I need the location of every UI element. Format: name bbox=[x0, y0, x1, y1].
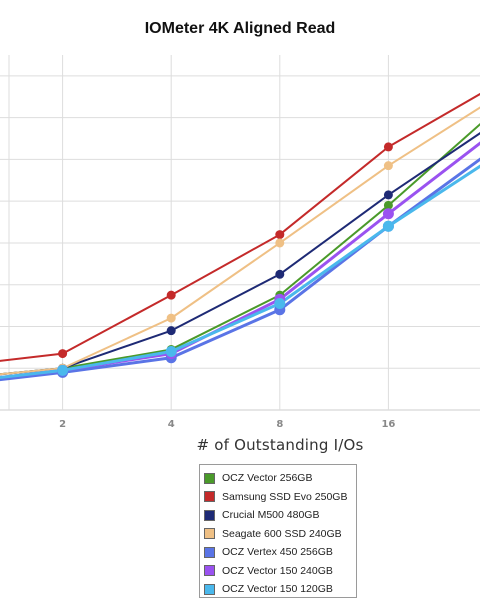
series-line bbox=[0, 92, 480, 362]
data-point bbox=[275, 230, 285, 240]
legend-item: Samsung SSD Evo 250GB bbox=[204, 488, 356, 507]
legend-item: Crucial M500 480GB bbox=[204, 506, 356, 525]
legend: OCZ Vector 256GB Samsung SSD Evo 250GB Cru… bbox=[199, 464, 357, 598]
legend-label: OCZ Vector 256GB bbox=[222, 472, 313, 485]
legend-item: OCZ Vector 256GB bbox=[204, 469, 356, 488]
series-line bbox=[0, 132, 480, 376]
data-point bbox=[57, 364, 69, 376]
chart-title: IOMeter 4K Aligned Read bbox=[144, 20, 336, 37]
legend-label: OCZ Vector 150 120GB bbox=[222, 583, 333, 596]
legend-swatch bbox=[204, 472, 215, 484]
legend-label: Crucial M500 480GB bbox=[222, 509, 320, 522]
legend-swatch bbox=[204, 565, 215, 577]
data-point bbox=[166, 326, 176, 336]
data-point bbox=[274, 298, 286, 309]
x-tick-label: 16 bbox=[381, 419, 395, 430]
data-point bbox=[275, 238, 285, 248]
legend-item: Seagate 600 SSD 240GB bbox=[204, 525, 356, 544]
marker-layer bbox=[57, 142, 394, 378]
legend-swatch bbox=[204, 491, 215, 503]
tick-layer: 2 4 8 16 bbox=[59, 419, 395, 430]
series-line bbox=[0, 122, 480, 376]
legend-label: Samsung SSD Evo 250GB bbox=[222, 490, 348, 503]
x-tick-label: 2 bbox=[59, 419, 66, 430]
x-tick-label: 4 bbox=[168, 419, 175, 430]
data-point bbox=[382, 208, 394, 220]
legend-swatch bbox=[204, 528, 215, 540]
legend-swatch bbox=[204, 583, 215, 595]
x-axis-title: # of Outstanding I/Os bbox=[196, 436, 364, 454]
data-point bbox=[383, 161, 393, 171]
legend-label: OCZ Vertex 450 256GB bbox=[222, 546, 333, 559]
legend-item: OCZ Vector 150 240GB bbox=[204, 562, 356, 581]
data-point bbox=[275, 269, 285, 279]
data-point bbox=[383, 190, 393, 200]
x-tick-label: 8 bbox=[276, 419, 283, 430]
data-point bbox=[166, 290, 176, 300]
data-point bbox=[383, 200, 393, 210]
legend-label: OCZ Vector 150 240GB bbox=[222, 564, 333, 577]
legend-item: OCZ Vector 150 120GB bbox=[204, 580, 356, 599]
data-point bbox=[58, 349, 68, 359]
data-point bbox=[383, 142, 393, 152]
data-point bbox=[382, 220, 394, 232]
legend-swatch bbox=[204, 546, 215, 558]
data-point bbox=[165, 346, 177, 358]
legend-label: Seagate 600 SSD 240GB bbox=[222, 527, 342, 540]
series-line bbox=[0, 106, 480, 376]
data-point bbox=[166, 313, 176, 323]
series-line bbox=[0, 164, 480, 380]
series-layer bbox=[0, 92, 480, 382]
grid-layer bbox=[0, 55, 480, 411]
legend-item: OCZ Vertex 450 256GB bbox=[204, 543, 356, 562]
legend-swatch bbox=[204, 509, 215, 521]
